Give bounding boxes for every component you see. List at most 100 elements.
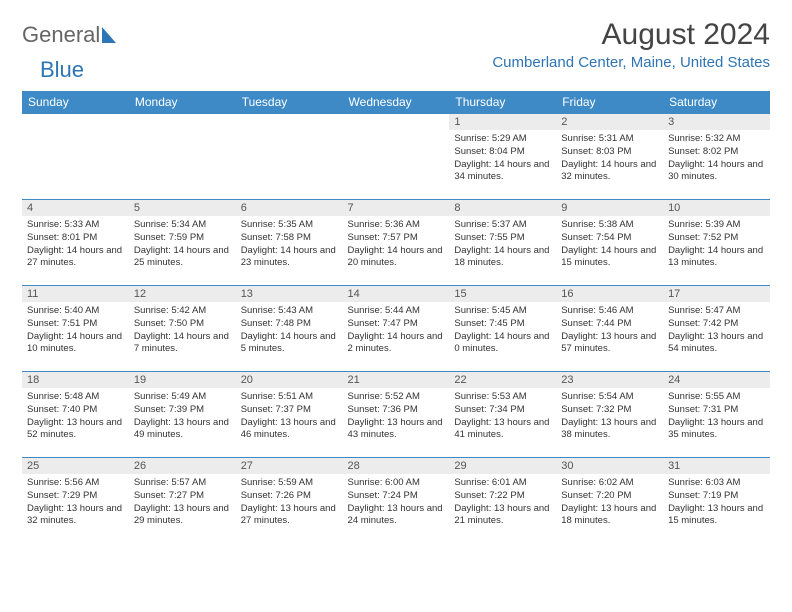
calendar-day-cell: 15Sunrise: 5:45 AMSunset: 7:45 PMDayligh…: [449, 286, 556, 372]
day-details: Sunrise: 5:51 AMSunset: 7:37 PMDaylight:…: [236, 388, 343, 446]
calendar-day-cell: 21Sunrise: 5:52 AMSunset: 7:36 PMDayligh…: [343, 372, 450, 458]
day-number: 22: [449, 372, 556, 388]
weekday-header: Wednesday: [343, 91, 450, 114]
day-number: 8: [449, 200, 556, 216]
day-number: 27: [236, 458, 343, 474]
day-details: Sunrise: 5:34 AMSunset: 7:59 PMDaylight:…: [129, 216, 236, 274]
calendar-day-cell: 11Sunrise: 5:40 AMSunset: 7:51 PMDayligh…: [22, 286, 129, 372]
day-number: 7: [343, 200, 450, 216]
day-number: 23: [556, 372, 663, 388]
day-number: 10: [663, 200, 770, 216]
day-number: 17: [663, 286, 770, 302]
day-number: 14: [343, 286, 450, 302]
day-number: 19: [129, 372, 236, 388]
day-number: 28: [343, 458, 450, 474]
logo-text-2: Blue: [22, 57, 84, 82]
day-number: 6: [236, 200, 343, 216]
calendar-day-cell: 1Sunrise: 5:29 AMSunset: 8:04 PMDaylight…: [449, 114, 556, 200]
calendar-empty-cell: [343, 114, 450, 200]
day-number: 21: [343, 372, 450, 388]
calendar-day-cell: 14Sunrise: 5:44 AMSunset: 7:47 PMDayligh…: [343, 286, 450, 372]
day-details: Sunrise: 5:56 AMSunset: 7:29 PMDaylight:…: [22, 474, 129, 532]
day-details: Sunrise: 5:43 AMSunset: 7:48 PMDaylight:…: [236, 302, 343, 360]
calendar-day-cell: 13Sunrise: 5:43 AMSunset: 7:48 PMDayligh…: [236, 286, 343, 372]
day-details: Sunrise: 5:29 AMSunset: 8:04 PMDaylight:…: [449, 130, 556, 188]
calendar-day-cell: 27Sunrise: 5:59 AMSunset: 7:26 PMDayligh…: [236, 458, 343, 544]
calendar-week-row: 18Sunrise: 5:48 AMSunset: 7:40 PMDayligh…: [22, 372, 770, 458]
day-details: Sunrise: 5:48 AMSunset: 7:40 PMDaylight:…: [22, 388, 129, 446]
calendar-day-cell: 25Sunrise: 5:56 AMSunset: 7:29 PMDayligh…: [22, 458, 129, 544]
day-number: 15: [449, 286, 556, 302]
day-details: Sunrise: 5:33 AMSunset: 8:01 PMDaylight:…: [22, 216, 129, 274]
logo-sail-icon: [102, 27, 116, 43]
day-details: Sunrise: 6:00 AMSunset: 7:24 PMDaylight:…: [343, 474, 450, 532]
day-details: Sunrise: 5:42 AMSunset: 7:50 PMDaylight:…: [129, 302, 236, 360]
calendar-table: SundayMondayTuesdayWednesdayThursdayFrid…: [22, 91, 770, 544]
logo: General: [22, 18, 116, 48]
weekday-header: Sunday: [22, 91, 129, 114]
calendar-day-cell: 8Sunrise: 5:37 AMSunset: 7:55 PMDaylight…: [449, 200, 556, 286]
location: Cumberland Center, Maine, United States: [492, 54, 770, 71]
day-details: Sunrise: 5:44 AMSunset: 7:47 PMDaylight:…: [343, 302, 450, 360]
day-number: 12: [129, 286, 236, 302]
day-number: 16: [556, 286, 663, 302]
day-number: 20: [236, 372, 343, 388]
day-details: Sunrise: 5:55 AMSunset: 7:31 PMDaylight:…: [663, 388, 770, 446]
day-details: Sunrise: 6:03 AMSunset: 7:19 PMDaylight:…: [663, 474, 770, 532]
day-details: Sunrise: 5:59 AMSunset: 7:26 PMDaylight:…: [236, 474, 343, 532]
weekday-header-row: SundayMondayTuesdayWednesdayThursdayFrid…: [22, 91, 770, 114]
day-details: Sunrise: 5:47 AMSunset: 7:42 PMDaylight:…: [663, 302, 770, 360]
day-details: Sunrise: 6:02 AMSunset: 7:20 PMDaylight:…: [556, 474, 663, 532]
logo-text-1: General: [22, 22, 100, 48]
calendar-week-row: 4Sunrise: 5:33 AMSunset: 8:01 PMDaylight…: [22, 200, 770, 286]
calendar-day-cell: 10Sunrise: 5:39 AMSunset: 7:52 PMDayligh…: [663, 200, 770, 286]
calendar-day-cell: 20Sunrise: 5:51 AMSunset: 7:37 PMDayligh…: [236, 372, 343, 458]
day-number: 11: [22, 286, 129, 302]
day-details: Sunrise: 5:31 AMSunset: 8:03 PMDaylight:…: [556, 130, 663, 188]
calendar-day-cell: 30Sunrise: 6:02 AMSunset: 7:20 PMDayligh…: [556, 458, 663, 544]
day-number: 24: [663, 372, 770, 388]
day-number: 4: [22, 200, 129, 216]
calendar-empty-cell: [129, 114, 236, 200]
calendar-day-cell: 26Sunrise: 5:57 AMSunset: 7:27 PMDayligh…: [129, 458, 236, 544]
day-number: 31: [663, 458, 770, 474]
calendar-day-cell: 4Sunrise: 5:33 AMSunset: 8:01 PMDaylight…: [22, 200, 129, 286]
day-details: Sunrise: 5:37 AMSunset: 7:55 PMDaylight:…: [449, 216, 556, 274]
title-block: August 2024 Cumberland Center, Maine, Un…: [492, 18, 770, 71]
weekday-header: Tuesday: [236, 91, 343, 114]
day-details: Sunrise: 5:57 AMSunset: 7:27 PMDaylight:…: [129, 474, 236, 532]
calendar-empty-cell: [22, 114, 129, 200]
day-number: 26: [129, 458, 236, 474]
day-number: 3: [663, 114, 770, 130]
calendar-empty-cell: [236, 114, 343, 200]
day-details: Sunrise: 5:32 AMSunset: 8:02 PMDaylight:…: [663, 130, 770, 188]
weekday-header: Saturday: [663, 91, 770, 114]
calendar-day-cell: 5Sunrise: 5:34 AMSunset: 7:59 PMDaylight…: [129, 200, 236, 286]
calendar-day-cell: 9Sunrise: 5:38 AMSunset: 7:54 PMDaylight…: [556, 200, 663, 286]
day-details: Sunrise: 5:35 AMSunset: 7:58 PMDaylight:…: [236, 216, 343, 274]
weekday-header: Monday: [129, 91, 236, 114]
day-number: 30: [556, 458, 663, 474]
calendar-day-cell: 7Sunrise: 5:36 AMSunset: 7:57 PMDaylight…: [343, 200, 450, 286]
calendar-day-cell: 12Sunrise: 5:42 AMSunset: 7:50 PMDayligh…: [129, 286, 236, 372]
calendar-day-cell: 18Sunrise: 5:48 AMSunset: 7:40 PMDayligh…: [22, 372, 129, 458]
day-number: 9: [556, 200, 663, 216]
weekday-header: Thursday: [449, 91, 556, 114]
day-number: 5: [129, 200, 236, 216]
calendar-day-cell: 6Sunrise: 5:35 AMSunset: 7:58 PMDaylight…: [236, 200, 343, 286]
calendar-day-cell: 22Sunrise: 5:53 AMSunset: 7:34 PMDayligh…: [449, 372, 556, 458]
day-details: Sunrise: 5:49 AMSunset: 7:39 PMDaylight:…: [129, 388, 236, 446]
day-number: 13: [236, 286, 343, 302]
day-details: Sunrise: 5:52 AMSunset: 7:36 PMDaylight:…: [343, 388, 450, 446]
calendar-day-cell: 31Sunrise: 6:03 AMSunset: 7:19 PMDayligh…: [663, 458, 770, 544]
calendar-day-cell: 17Sunrise: 5:47 AMSunset: 7:42 PMDayligh…: [663, 286, 770, 372]
weekday-header: Friday: [556, 91, 663, 114]
day-number: 1: [449, 114, 556, 130]
day-number: 2: [556, 114, 663, 130]
day-number: 25: [22, 458, 129, 474]
calendar-day-cell: 23Sunrise: 5:54 AMSunset: 7:32 PMDayligh…: [556, 372, 663, 458]
calendar-week-row: 11Sunrise: 5:40 AMSunset: 7:51 PMDayligh…: [22, 286, 770, 372]
calendar-day-cell: 24Sunrise: 5:55 AMSunset: 7:31 PMDayligh…: [663, 372, 770, 458]
day-number: 18: [22, 372, 129, 388]
day-details: Sunrise: 5:54 AMSunset: 7:32 PMDaylight:…: [556, 388, 663, 446]
